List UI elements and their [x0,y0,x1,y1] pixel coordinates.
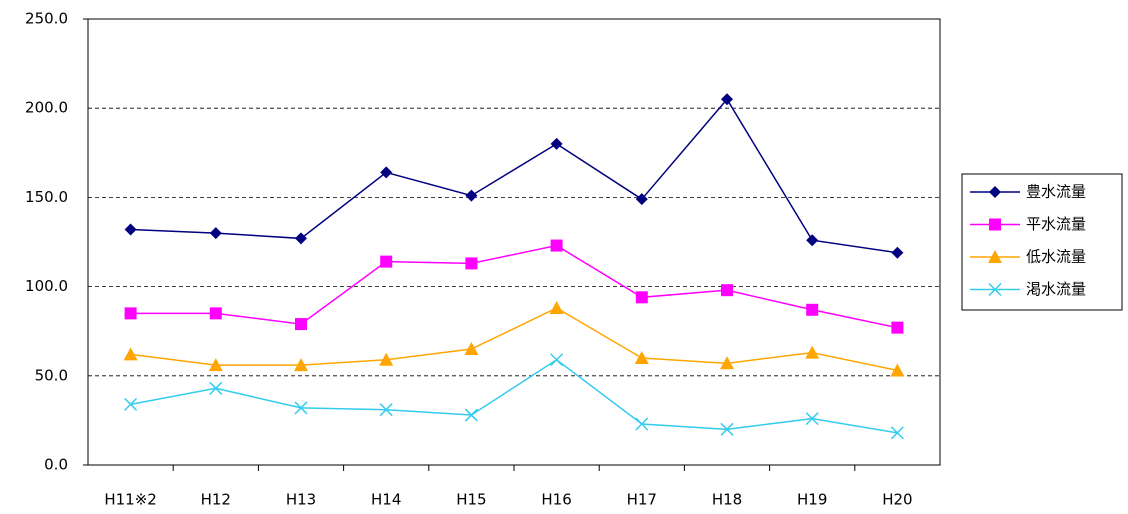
x-tick-label: H16 [541,491,571,509]
marker [550,239,563,252]
y-tick-label: 150.0 [25,188,68,206]
marker [209,381,223,395]
legend-label: 豊水流量 [1026,183,1086,201]
marker [988,282,1002,297]
marker [549,301,564,315]
y-tick-label: 250.0 [25,10,68,28]
series-line [130,307,898,372]
marker [989,186,1001,198]
marker [891,321,904,334]
marker [721,93,733,106]
marker [634,350,649,364]
series-line [130,358,898,434]
y-tick-label: 100.0 [25,277,68,295]
marker [806,303,819,316]
marker [380,255,393,268]
marker [890,363,905,377]
y-tick-label: 0.0 [44,456,68,474]
x-tick-label: H13 [286,491,316,509]
marker [295,232,307,245]
marker [465,189,478,202]
marker [379,352,394,366]
x-tick-label: H11※2 [104,491,156,509]
y-tick-label: 50.0 [35,366,68,384]
plot-area [87,18,941,466]
x-tick-label: H12 [201,491,231,509]
marker [208,358,223,372]
x-tick-label: H18 [712,491,742,509]
marker [124,397,138,411]
marker [465,257,478,270]
marker [635,417,649,431]
marker [891,246,904,259]
legend-label: 渇水流量 [1026,280,1086,298]
marker [380,166,393,179]
marker [464,408,478,422]
marker [209,227,222,240]
marker [806,234,819,247]
marker [550,137,563,150]
x-tick-label: H19 [797,491,827,509]
x-tick-label: H20 [882,491,912,509]
marker [721,284,733,297]
marker [720,422,734,436]
x-tick-label: H14 [371,491,401,509]
marker [123,347,138,361]
marker [379,403,393,417]
marker [805,412,819,426]
x-tick-label: H17 [627,491,657,509]
marker [294,358,308,372]
marker [890,426,904,440]
marker [635,291,648,304]
y-tick-label: 200.0 [25,99,68,117]
series-line [130,98,898,254]
legend-label: 低水流量 [1026,248,1086,266]
legend-label: 平水流量 [1026,215,1086,233]
x-tick-label: H15 [456,491,486,509]
marker [464,342,479,356]
marker [805,345,820,359]
marker [124,307,137,320]
marker [635,193,648,206]
marker [989,218,1001,231]
marker [988,250,1002,263]
marker [124,223,137,236]
marker [209,307,222,320]
marker [295,318,307,331]
marker [294,401,308,415]
marker [720,356,734,370]
marker [550,353,564,367]
series-line [130,244,898,329]
legend [961,173,1123,311]
